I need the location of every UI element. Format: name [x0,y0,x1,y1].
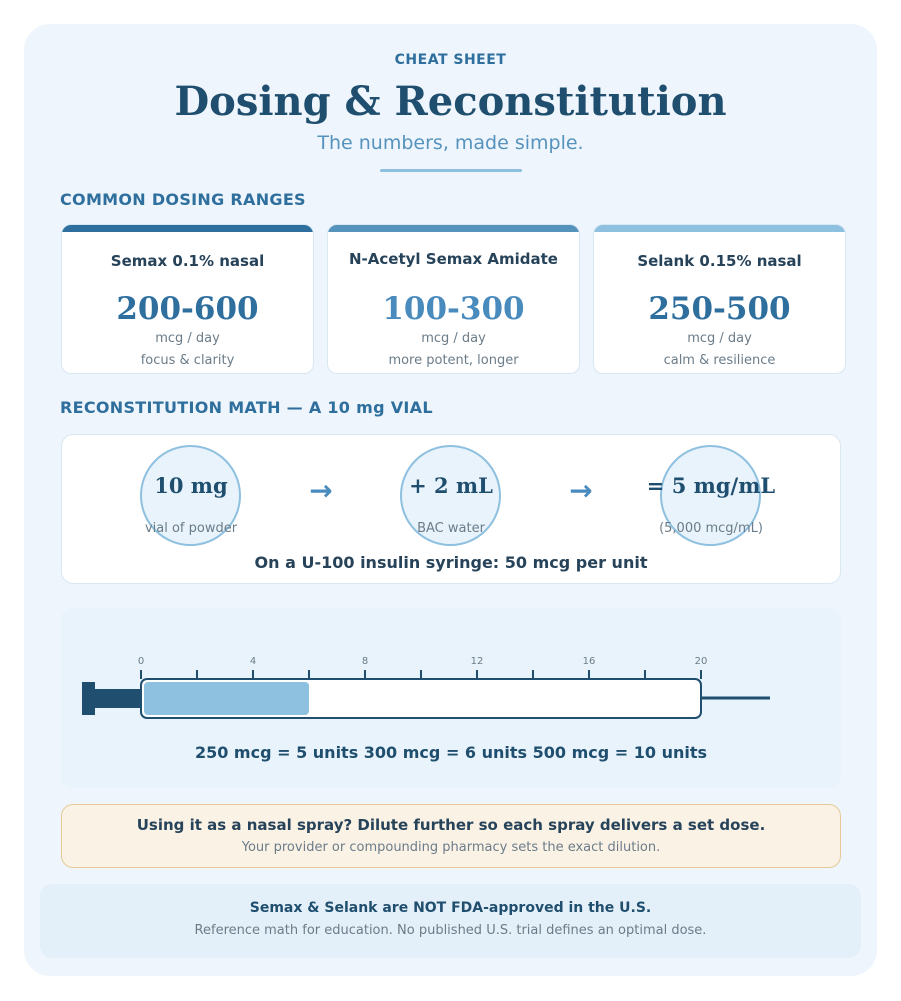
vial-label: vial of powder [144,521,238,536]
syringe-tick-label: 0 [138,656,144,667]
syringe-conversion-note: On a U-100 insulin syringe: 50 mcg per u… [254,553,648,572]
vial-circle [140,445,241,546]
dose-card-semax: Semax 0.1% nasal 200-600 mcg / day focus… [61,224,314,374]
dose-card-accent-bar [594,225,845,232]
dose-card-nasa: N-Acetyl Semax Amidate 100-300 mcg / day… [327,224,580,374]
dose-card-unit: mcg / day [687,331,752,346]
dose-card-range: 250-500 [648,291,791,327]
vial-amount: 10 mg [154,473,228,498]
dose-card-note: calm & resilience [663,353,776,368]
page-title: Dosing & Reconstitution [174,78,727,125]
water-circle [400,445,501,546]
dose-card-unit: mcg / day [155,331,220,346]
syringe-tick-label: 16 [583,656,596,667]
callout-subtitle: Your provider or compounding pharmacy se… [241,840,661,855]
syringe-fill-level [144,682,309,715]
page-subtitle: The numbers, made simple. [317,132,584,154]
dose-card-accent-bar [328,225,579,232]
disclaimer-title: Semax & Selank are NOT FDA-approved in t… [249,900,652,916]
reconstitution-section-heading: RECONSTITUTION MATH — A 10 mg VIAL [60,398,433,417]
eyebrow-label: CHEAT SHEET [394,52,507,68]
concentration-circle [660,445,761,546]
syringe-tick-label: 12 [471,656,484,667]
syringe-scale: 0 4 8 12 16 20 [138,656,708,679]
concentration-value: = 5 mg/mL [646,473,776,498]
plunger-thumb-rest [82,682,95,715]
dose-card-name: Semax 0.1% nasal [110,252,265,270]
water-label: BAC water [417,521,485,536]
water-amount: + 2 mL [409,473,493,498]
callout-title: Using it as a nasal spray? Dilute furthe… [136,816,766,834]
dose-card-name: Selank 0.15% nasal [637,252,802,270]
dose-card-range: 100-300 [382,291,525,327]
dose-equivalents: 250 mcg = 5 units 300 mcg = 6 units 500 … [194,743,708,762]
dose-card-name: N-Acetyl Semax Amidate [349,250,558,268]
regulatory-disclaimer: Semax & Selank are NOT FDA-approved in t… [40,884,861,958]
concentration-label: (5,000 mcg/mL) [659,521,763,536]
dose-card-unit: mcg / day [421,331,486,346]
plunger-rod [94,689,142,708]
disclaimer-subtitle: Reference math for education. No publish… [194,923,707,938]
dose-card-note: more potent, longer [388,353,519,368]
dose-card-accent-bar [62,225,313,232]
syringe-tick-label: 8 [362,656,368,667]
arrow-right-icon: → [309,474,333,507]
dosing-section-heading: COMMON DOSING RANGES [60,190,306,209]
nasal-spray-callout: Using it as a nasal spray? Dilute furthe… [61,804,841,868]
arrow-right-icon: → [569,474,593,507]
syringe-tick-label: 20 [695,656,708,667]
dose-card-note: focus & clarity [140,353,235,368]
dose-card-selank: Selank 0.15% nasal 250-500 mcg / day cal… [593,224,846,374]
syringe-tick-label: 4 [250,656,256,667]
dose-card-range: 200-600 [116,291,259,327]
title-divider [380,169,522,172]
